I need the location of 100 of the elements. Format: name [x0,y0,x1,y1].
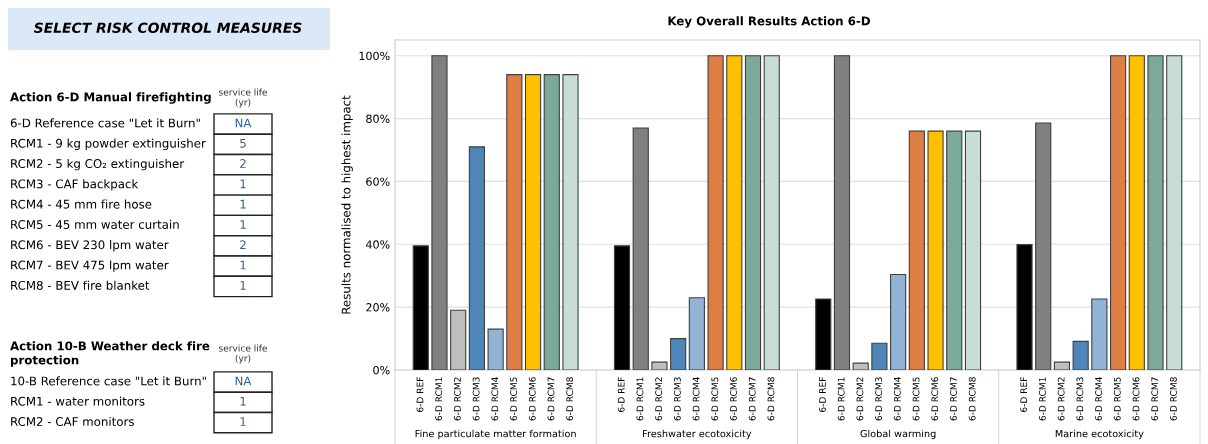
text: 6-D RCM6 [931,377,939,421]
text: 1 [240,396,246,406]
text: 6-D RCM7 [1151,377,1159,421]
x-tick-label: Global warming [860,429,936,440]
bar [431,55,448,370]
bar [524,74,542,370]
text: 6-D RCM8 [566,377,574,421]
bar [1147,55,1164,370]
text: 6-D RCM7 [547,377,555,421]
text: 6-D RCM4 [1095,377,1102,421]
bar [726,55,743,370]
y-tick-label: 20% [366,303,390,312]
y-axis-title: Results normalised to highest impact [341,95,353,314]
bar [562,74,579,370]
text: 1 [240,417,246,426]
text: 6-D RCM3 [875,377,883,421]
text: 6-D RCM1 [636,377,644,421]
text: service life (yr) [219,88,267,108]
text: 1 [240,220,246,229]
text: RCM7 - BEV 475 lpm water [11,260,169,272]
y-tick-label: 60% [366,177,390,186]
text: 6-D RCM1 [435,377,443,421]
text: 2 [240,159,246,168]
bar [651,361,668,370]
text: 6-D RCM8 [1170,377,1177,421]
bar [1109,55,1127,370]
text: 2 [240,240,246,250]
bar [487,328,504,370]
bar [964,130,982,370]
text: 6-D RCM6 [1132,377,1140,421]
text: RCM3 - CAF backpack [11,179,139,191]
y-tick-label: 80% [366,114,390,123]
bar [506,74,523,370]
bar [468,146,486,370]
text: RCM8 - BEV fire blanket [11,280,150,290]
text: 6-D REF [416,377,424,412]
text: 5 [240,138,246,148]
bar [688,297,705,370]
text: 6-D RCM1 [1039,377,1046,421]
bar [412,245,429,370]
text: 6-D RCM8 [767,377,775,421]
bar [908,130,925,370]
bar [1035,122,1052,370]
bar [632,127,649,370]
text: 6-D RCM8 [968,377,976,421]
bar [871,342,888,370]
text: Action 6-D Manual firefighting [10,92,211,104]
text: RCM4 - 45 mm fire hose [11,199,152,209]
text: 6-D RCM4 [491,377,499,421]
text: 6-D RCM4 [893,377,901,421]
text: 6-D RCM7 [950,377,957,421]
text: 6-D RCM2 [1057,377,1065,421]
chart-title: Key Overall Results Action 6-D [668,16,870,28]
bar [543,74,560,370]
text: RCM2 - CAF monitors [11,416,134,427]
text: SELECT RISK CONTROL MEASURES [33,22,302,34]
text: 6-D RCM5 [1113,377,1121,421]
text: 6-D RCM2 [453,377,461,421]
bar [1016,244,1033,370]
text: 6-D RCM3 [673,377,681,421]
bar [450,309,467,370]
text: RCM1 - 9 kg powder extinguisher [11,138,206,151]
text: 6-D RCM1 [837,377,845,421]
text: 6-D RCM2 [856,377,864,421]
text: 6-D REF [617,377,625,412]
text: 6-D REF [819,377,826,412]
text: Action 10-B Weather deck fire protection [10,341,210,367]
text: RCM5 - 45 mm water curtain [11,219,179,229]
text: 6-D Reference case "Let it Burn" [10,118,200,128]
text: service life (yr) [219,344,267,364]
bar [763,55,780,370]
y-tick-label: 100% [359,51,390,61]
text: 6-D RCM6 [730,377,737,421]
bar [1053,361,1071,370]
x-tick-label: Marine ecotoxicity [1055,429,1144,440]
text: 6-D RCM3 [472,377,480,421]
text: RCM1 - water monitors [11,396,145,406]
text: 6-D RCM2 [655,377,663,421]
text: NA [235,118,252,128]
text: 10-B Reference case "Let it Burn" [11,376,206,386]
text: 6-D RCM5 [510,377,517,421]
text: 1 [240,179,246,189]
bar [1072,340,1089,370]
text: 6-D RCM5 [912,377,920,421]
bar [670,338,687,370]
text: 1 [240,199,246,209]
x-tick-label: Fine particulate matter formation [415,429,576,440]
text: 1 [240,260,246,270]
text: 6-D RCM7 [748,377,756,421]
text: 1 [240,281,246,290]
text: RCM6 - BEV 230 lpm water [11,240,169,252]
bar [1128,55,1145,370]
bar [744,55,762,370]
text: 6-D RCM3 [1076,377,1084,421]
text: 6-D REF [1020,377,1028,412]
text: 6-D RCM6 [528,377,536,421]
bar [927,130,944,370]
bar [890,273,907,370]
text: NA [235,376,252,386]
bar [852,362,869,370]
